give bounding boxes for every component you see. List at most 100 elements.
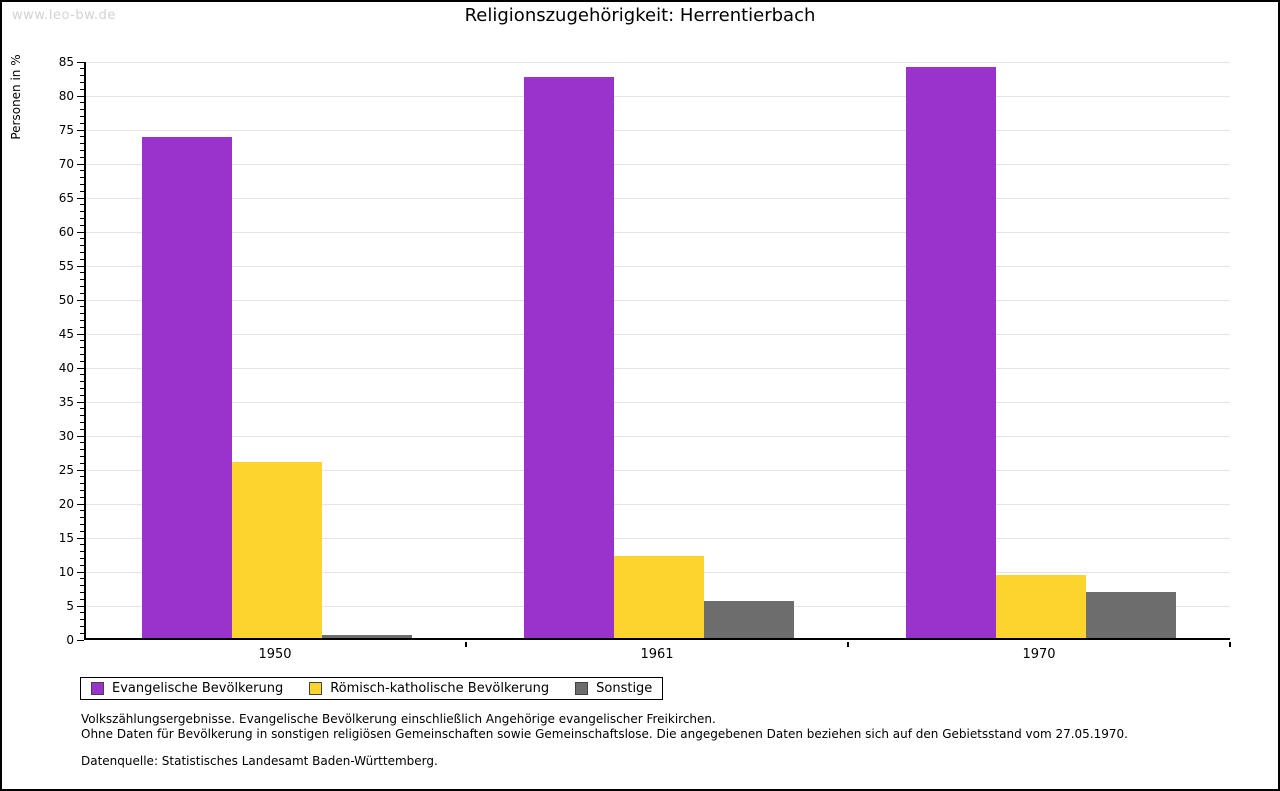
x-axis-tick (465, 642, 467, 647)
y-minor-tick (80, 285, 84, 287)
y-minor-tick (80, 238, 84, 240)
y-minor-tick (80, 476, 84, 478)
y-major-tick (77, 537, 84, 539)
gridline (86, 95, 1230, 97)
y-minor-tick (80, 183, 84, 185)
y-minor-tick (80, 551, 84, 553)
legend: Evangelische Bevölkerung Römisch-katholis… (80, 677, 664, 700)
y-major-tick (77, 571, 84, 573)
y-minor-tick (80, 530, 84, 532)
y-tick-label: 20 (58, 497, 74, 511)
y-minor-tick (80, 156, 84, 158)
y-minor-tick (80, 387, 84, 389)
y-minor-tick (80, 68, 84, 70)
gridline (86, 197, 1230, 199)
y-minor-tick (80, 306, 84, 308)
y-minor-tick (80, 122, 84, 124)
y-minor-tick (80, 544, 84, 546)
y-minor-tick (80, 88, 84, 90)
y-minor-tick (80, 272, 84, 274)
y-minor-tick (80, 326, 84, 328)
y-minor-tick (80, 258, 84, 260)
y-major-tick (77, 299, 84, 301)
legend-swatch-icon (91, 682, 104, 695)
bar-group-1950 (86, 62, 468, 638)
y-major-tick (77, 95, 84, 97)
x-tick-label: 1961 (640, 647, 674, 662)
y-minor-tick (80, 523, 84, 525)
gridline (86, 231, 1230, 233)
y-minor-tick (80, 190, 84, 192)
bar-1950-r-misch-katholische-bev-lkerung (232, 461, 322, 638)
y-minor-tick (80, 415, 84, 417)
y-tick-label: 80 (58, 89, 74, 103)
y-minor-tick (80, 625, 84, 627)
y-minor-tick (80, 408, 84, 410)
y-major-tick (77, 401, 84, 403)
legend-label: Sonstige (596, 681, 653, 696)
x-tick-label: 1970 (1022, 647, 1056, 662)
y-tick-label: 75 (58, 123, 74, 137)
y-minor-tick (80, 483, 84, 485)
gridline (86, 367, 1230, 369)
y-minor-tick (80, 510, 84, 512)
y-tick-label: 50 (58, 293, 74, 307)
y-minor-tick (80, 224, 84, 226)
y-major-tick (77, 265, 84, 267)
gridline (86, 333, 1230, 335)
y-minor-tick (80, 170, 84, 172)
footnote-line: Volkszählungsergebnisse. Evangelische Be… (81, 712, 716, 726)
y-minor-tick (80, 578, 84, 580)
y-minor-tick (80, 102, 84, 104)
y-tick-label: 30 (58, 429, 74, 443)
y-tick-label: 45 (58, 327, 74, 341)
y-minor-tick (80, 442, 84, 444)
bar-group-1961 (468, 62, 850, 638)
y-tick-label: 55 (58, 259, 74, 273)
y-minor-tick (80, 75, 84, 77)
legend-swatch-icon (309, 682, 323, 695)
y-tick-label: 40 (58, 361, 74, 375)
legend-item: Sonstige (575, 681, 652, 696)
y-tick-label: 35 (58, 395, 74, 409)
y-minor-tick (80, 564, 84, 566)
y-minor-tick (80, 455, 84, 457)
y-minor-tick (80, 632, 84, 634)
y-major-tick (77, 367, 84, 369)
y-minor-tick (80, 449, 84, 451)
y-minor-tick (80, 381, 84, 383)
y-minor-tick (80, 149, 84, 151)
y-major-tick (77, 605, 84, 607)
y-minor-tick (80, 489, 84, 491)
y-minor-tick (80, 136, 84, 138)
y-minor-tick (80, 517, 84, 519)
y-minor-tick (80, 353, 84, 355)
y-minor-tick (80, 251, 84, 253)
legend-swatch-icon (575, 682, 589, 695)
y-tick-label: 85 (58, 55, 74, 69)
gridline (86, 537, 1230, 539)
gridline (86, 299, 1230, 301)
bar-1950-evangelische-bev-lkerung (142, 136, 232, 638)
y-minor-tick (80, 347, 84, 349)
y-minor-tick (80, 245, 84, 247)
y-minor-tick (80, 585, 84, 587)
y-minor-tick (80, 292, 84, 294)
y-minor-tick (80, 143, 84, 145)
y-tick-label: 60 (58, 225, 74, 239)
y-minor-tick (80, 340, 84, 342)
bar-group-1970 (850, 62, 1232, 638)
y-minor-tick (80, 204, 84, 206)
y-minor-tick (80, 612, 84, 614)
y-tick-label: 0 (66, 633, 74, 647)
y-minor-tick (80, 462, 84, 464)
y-minor-tick (80, 591, 84, 593)
y-tick-label: 25 (58, 463, 74, 477)
y-major-tick (77, 435, 84, 437)
gridline (86, 163, 1230, 165)
bar-1970-r-misch-katholische-bev-lkerung (996, 574, 1086, 638)
y-tick-label: 70 (58, 157, 74, 171)
y-major-tick (77, 503, 84, 505)
y-minor-tick (80, 115, 84, 117)
